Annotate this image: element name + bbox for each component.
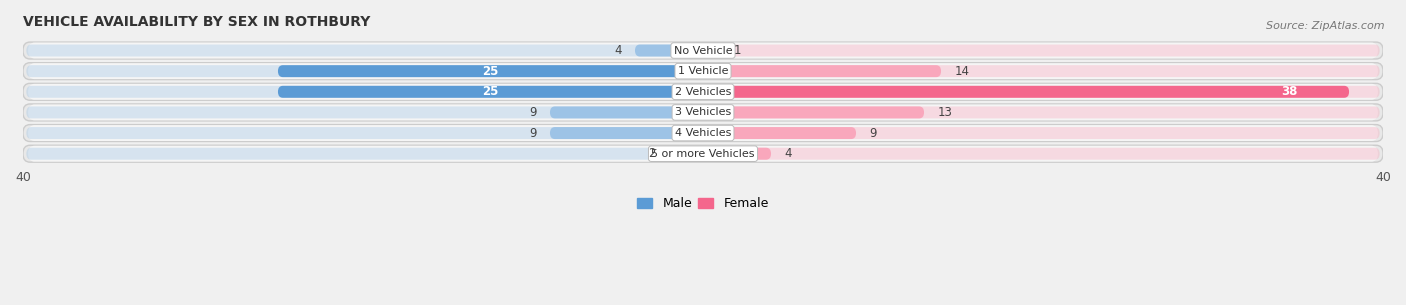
Text: Source: ZipAtlas.com: Source: ZipAtlas.com [1267, 21, 1385, 31]
Legend: Male, Female: Male, Female [633, 192, 773, 215]
FancyBboxPatch shape [28, 84, 1378, 100]
Text: VEHICLE AVAILABILITY BY SEX IN ROTHBURY: VEHICLE AVAILABILITY BY SEX IN ROTHBURY [22, 15, 370, 29]
Text: 4: 4 [614, 44, 621, 57]
FancyBboxPatch shape [22, 125, 1384, 142]
FancyBboxPatch shape [27, 86, 700, 98]
Text: 4 Vehicles: 4 Vehicles [675, 128, 731, 138]
Text: 25: 25 [482, 65, 499, 78]
FancyBboxPatch shape [550, 127, 702, 139]
FancyBboxPatch shape [706, 86, 1379, 98]
Text: 25: 25 [482, 85, 499, 98]
FancyBboxPatch shape [28, 125, 1378, 141]
Text: 3 Vehicles: 3 Vehicles [675, 107, 731, 117]
FancyBboxPatch shape [22, 145, 1384, 162]
FancyBboxPatch shape [704, 106, 924, 118]
FancyBboxPatch shape [27, 127, 700, 139]
Text: 9: 9 [870, 127, 877, 140]
FancyBboxPatch shape [22, 63, 1384, 80]
Text: 9: 9 [529, 127, 536, 140]
FancyBboxPatch shape [706, 106, 1379, 118]
FancyBboxPatch shape [704, 45, 720, 56]
FancyBboxPatch shape [27, 106, 700, 118]
Text: 1 Vehicle: 1 Vehicle [678, 66, 728, 76]
FancyBboxPatch shape [22, 42, 1384, 59]
FancyBboxPatch shape [27, 45, 700, 56]
FancyBboxPatch shape [706, 148, 1379, 160]
Text: 4: 4 [785, 147, 792, 160]
FancyBboxPatch shape [22, 104, 1384, 121]
FancyBboxPatch shape [550, 106, 702, 118]
Text: 13: 13 [938, 106, 952, 119]
Text: 1: 1 [734, 44, 741, 57]
FancyBboxPatch shape [28, 146, 1378, 162]
FancyBboxPatch shape [278, 86, 702, 98]
FancyBboxPatch shape [27, 148, 700, 160]
FancyBboxPatch shape [704, 86, 1350, 98]
Text: 2 Vehicles: 2 Vehicles [675, 87, 731, 97]
FancyBboxPatch shape [706, 45, 1379, 56]
FancyBboxPatch shape [704, 65, 941, 77]
FancyBboxPatch shape [636, 45, 702, 56]
FancyBboxPatch shape [704, 148, 770, 160]
FancyBboxPatch shape [28, 105, 1378, 120]
Text: 38: 38 [1282, 85, 1298, 98]
FancyBboxPatch shape [704, 127, 856, 139]
Text: 5 or more Vehicles: 5 or more Vehicles [651, 149, 755, 159]
Text: 2: 2 [648, 147, 655, 160]
Text: No Vehicle: No Vehicle [673, 45, 733, 56]
FancyBboxPatch shape [669, 148, 702, 160]
Text: 14: 14 [955, 65, 970, 78]
FancyBboxPatch shape [278, 65, 702, 77]
FancyBboxPatch shape [28, 63, 1378, 79]
FancyBboxPatch shape [28, 43, 1378, 59]
Text: 9: 9 [529, 106, 536, 119]
FancyBboxPatch shape [22, 83, 1384, 100]
FancyBboxPatch shape [706, 65, 1379, 77]
FancyBboxPatch shape [706, 127, 1379, 139]
FancyBboxPatch shape [27, 65, 700, 77]
